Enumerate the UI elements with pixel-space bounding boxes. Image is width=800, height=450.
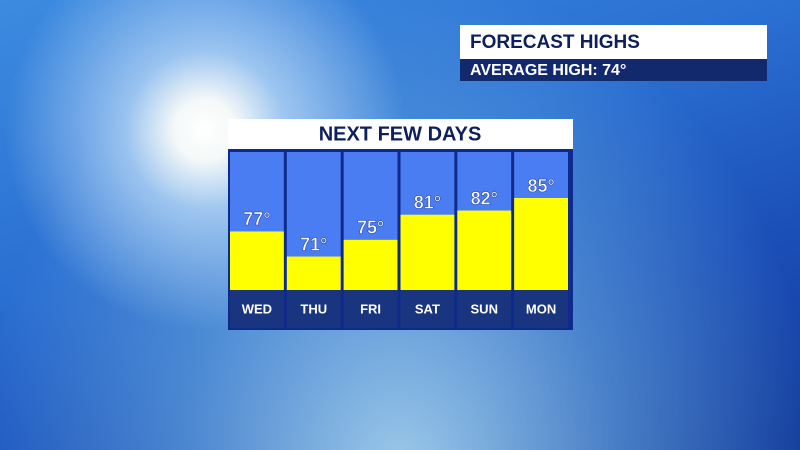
value-label: 75° <box>357 218 384 238</box>
day-band <box>343 290 398 328</box>
chart-title: NEXT FEW DAYS <box>319 123 482 145</box>
value-label: 71° <box>300 234 327 254</box>
x-tick-label: THU <box>300 301 327 316</box>
x-tick-label: MON <box>526 301 556 316</box>
x-tick-label: SUN <box>471 301 498 316</box>
bar <box>230 231 284 290</box>
day-band <box>457 290 512 328</box>
value-label: 77° <box>243 209 270 229</box>
bar <box>457 210 512 290</box>
x-tick-label: SAT <box>415 301 440 316</box>
day-band <box>286 290 341 328</box>
panel-title-box <box>228 119 573 149</box>
value-label: 81° <box>414 192 441 212</box>
header-band <box>460 59 767 81</box>
day-band <box>230 290 284 328</box>
average-high: AVERAGE HIGH: 74° <box>470 62 626 79</box>
x-tick-label: WED <box>242 301 272 316</box>
x-tick-label: FRI <box>360 301 381 316</box>
value-label: 82° <box>471 188 498 208</box>
header-box <box>460 25 767 59</box>
header-title: FORECAST HIGHS <box>470 32 640 53</box>
value-label: 85° <box>527 176 554 196</box>
day-band <box>400 290 455 328</box>
bar <box>286 256 341 290</box>
day-band <box>514 290 568 328</box>
bar <box>400 214 455 290</box>
bar <box>343 239 398 290</box>
bar <box>514 198 568 290</box>
